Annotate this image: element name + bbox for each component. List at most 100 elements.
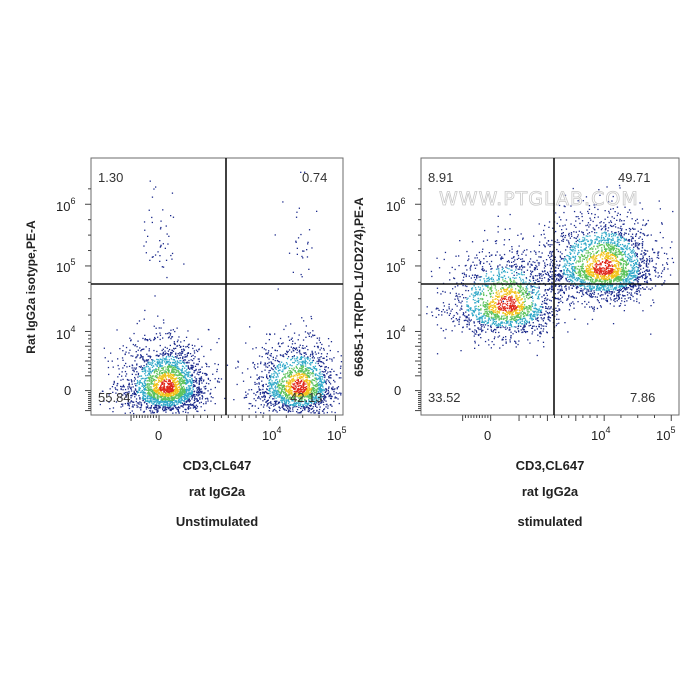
event-dot bbox=[326, 379, 328, 381]
event-dot bbox=[327, 405, 329, 407]
event-dot bbox=[133, 367, 135, 369]
event-dot bbox=[122, 385, 124, 388]
event-dot bbox=[177, 386, 180, 388]
event-dot bbox=[144, 384, 147, 387]
event-dot bbox=[303, 365, 305, 367]
event-dot bbox=[187, 381, 190, 383]
event-dot bbox=[476, 318, 478, 320]
event-dot bbox=[147, 399, 149, 401]
event-dot bbox=[184, 374, 186, 376]
event-dot bbox=[181, 369, 183, 371]
event-dot bbox=[313, 384, 316, 387]
event-dot bbox=[280, 388, 282, 390]
event-dot bbox=[180, 374, 182, 376]
event-dot bbox=[274, 386, 276, 388]
event-dot bbox=[308, 411, 310, 413]
event-dot bbox=[431, 315, 434, 317]
event-dot bbox=[311, 360, 314, 362]
event-dot bbox=[273, 391, 275, 393]
event-dot bbox=[175, 386, 178, 388]
quadrant-label-top-left: 1.30 bbox=[98, 170, 123, 185]
event-dot bbox=[199, 368, 201, 370]
event-dot bbox=[153, 385, 156, 387]
event-dot bbox=[322, 410, 324, 412]
event-dot bbox=[535, 325, 537, 328]
event-dot bbox=[478, 344, 480, 346]
event-dot bbox=[525, 331, 527, 334]
event-dot bbox=[162, 368, 164, 370]
event-dot bbox=[154, 391, 156, 393]
event-dot bbox=[276, 411, 278, 413]
event-dot bbox=[117, 364, 119, 367]
event-dot bbox=[189, 380, 191, 383]
event-dot bbox=[160, 369, 162, 372]
event-dot bbox=[288, 385, 290, 388]
event-dot bbox=[112, 366, 114, 368]
event-dot bbox=[306, 394, 308, 396]
event-dot bbox=[480, 312, 482, 314]
event-dot bbox=[334, 411, 336, 414]
event-dot bbox=[174, 384, 176, 386]
event-dot bbox=[193, 406, 195, 408]
event-dot bbox=[290, 375, 292, 378]
event-dot bbox=[490, 289, 492, 291]
event-dot bbox=[245, 342, 247, 344]
event-dot bbox=[316, 384, 318, 386]
event-dot bbox=[488, 316, 490, 318]
event-dot bbox=[269, 402, 271, 404]
event-dot bbox=[177, 399, 180, 401]
event-dot bbox=[329, 358, 331, 360]
event-dot bbox=[130, 400, 132, 403]
event-dot bbox=[312, 330, 314, 332]
event-dot bbox=[337, 386, 340, 388]
event-dot bbox=[159, 377, 161, 379]
event-dot bbox=[267, 362, 269, 365]
event-dot bbox=[315, 384, 317, 386]
event-dot bbox=[311, 247, 313, 249]
event-dot bbox=[189, 393, 191, 395]
event-dot bbox=[292, 395, 294, 397]
event-dot bbox=[270, 375, 272, 377]
event-dot bbox=[318, 376, 321, 378]
event-dot bbox=[144, 392, 146, 394]
event-dot bbox=[311, 361, 313, 364]
event-dot bbox=[444, 337, 446, 339]
event-dot bbox=[320, 388, 322, 391]
event-dot bbox=[146, 377, 148, 379]
event-dot bbox=[148, 384, 150, 386]
event-dot bbox=[207, 400, 209, 402]
event-dot bbox=[191, 344, 193, 346]
event-dot bbox=[302, 404, 305, 407]
event-dot bbox=[287, 406, 289, 408]
event-dot bbox=[307, 387, 309, 389]
event-dot bbox=[179, 357, 181, 359]
event-dot bbox=[166, 347, 168, 349]
event-dot bbox=[128, 384, 131, 386]
event-dot bbox=[287, 371, 289, 373]
event-dot bbox=[150, 400, 152, 403]
event-dot bbox=[174, 365, 177, 367]
event-dot bbox=[203, 386, 205, 388]
event-dot bbox=[204, 409, 206, 412]
event-dot bbox=[536, 287, 538, 289]
event-dot bbox=[186, 404, 188, 406]
event-dot bbox=[520, 306, 523, 308]
event-dot bbox=[520, 303, 522, 305]
event-dot bbox=[153, 394, 155, 396]
event-dot bbox=[547, 279, 549, 281]
event-dot bbox=[268, 389, 271, 391]
event-dot bbox=[492, 321, 494, 324]
event-dot bbox=[187, 352, 189, 354]
event-dot bbox=[166, 393, 169, 396]
event-dot bbox=[310, 368, 312, 371]
quadrant-label-top-right: 0.74 bbox=[302, 170, 327, 185]
event-dot bbox=[271, 373, 273, 375]
event-dot bbox=[189, 407, 192, 409]
event-dot bbox=[321, 365, 323, 367]
event-dot bbox=[289, 408, 291, 410]
event-dot bbox=[217, 363, 219, 366]
event-dot bbox=[496, 282, 498, 284]
event-dot bbox=[336, 388, 338, 390]
event-dot bbox=[166, 393, 168, 395]
event-dot bbox=[144, 388, 146, 391]
